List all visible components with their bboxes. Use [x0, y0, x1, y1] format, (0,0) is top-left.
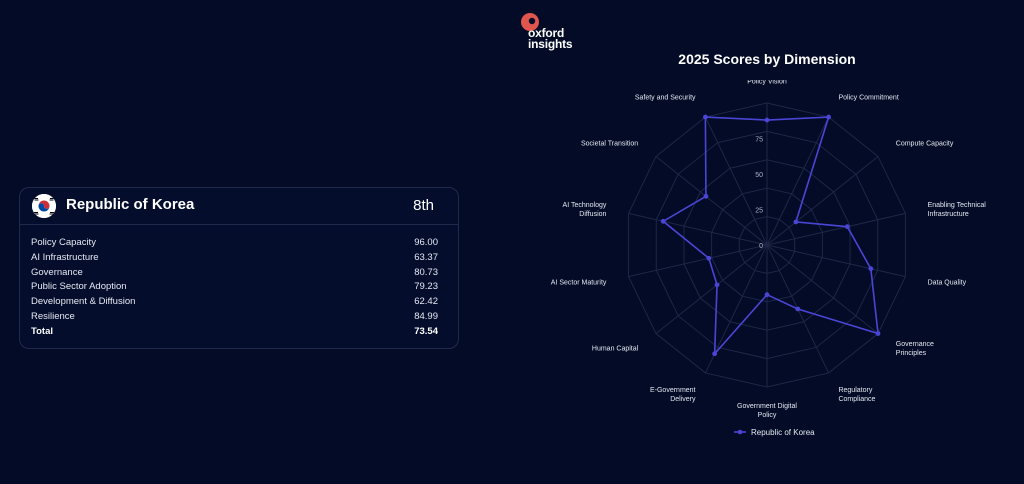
pillar-label: Resilience: [31, 310, 75, 322]
pillar-value: 63.37: [414, 251, 438, 263]
radar-point: [706, 255, 712, 261]
radar-axis-label: Government Digital Policy: [737, 403, 797, 419]
radar-spoke: [655, 244, 768, 334]
radar-spoke: [766, 244, 906, 278]
pillar-value: 80.73: [414, 266, 438, 278]
country-rank: 8th: [413, 197, 434, 214]
logo-wordmark: oxford insights: [528, 26, 573, 51]
radar-point: [826, 114, 832, 120]
legend-swatch-marker: [737, 429, 743, 435]
radar-spoke: [628, 244, 768, 278]
radar-axis-label: E-Government Delivery: [650, 387, 696, 403]
radar-tick-label: 0: [759, 243, 763, 250]
pillar-label: Governance: [31, 266, 83, 278]
radar-axis-label: Safety and Security: [635, 95, 696, 102]
radar-axis-label: Policy Vision: [747, 80, 787, 85]
radar-point: [795, 306, 801, 312]
pillar-row: Policy Capacity 96.00: [31, 236, 438, 251]
radar-point: [702, 114, 708, 120]
radar-spoke: [628, 212, 768, 246]
korea-flag-icon: [32, 194, 56, 218]
oxford-insights-logo: oxford insights: [512, 8, 592, 56]
radar-spoke: [766, 116, 830, 246]
country-name: Republic of Korea: [66, 196, 195, 213]
radar-point: [712, 351, 718, 357]
radar-axis-label: Data Quality: [928, 280, 967, 287]
chart-title: 2025 Scores by Dimension: [678, 51, 856, 67]
radar-spoke: [766, 156, 879, 246]
pillar-label: Development & Diffusion: [31, 296, 136, 308]
radar-spoke: [766, 212, 906, 246]
radar-tick-label: 50: [755, 172, 763, 179]
logo-line-2: insights: [528, 37, 573, 51]
pillar-label: Policy Capacity: [31, 237, 96, 248]
pillar-value: 84.99: [414, 310, 438, 322]
pillar-value: 62.42: [414, 296, 438, 308]
radar-axis-label: AI Sector Maturity: [551, 280, 607, 287]
radar-point: [703, 193, 709, 199]
radar-chart: 0 25 50 75 Policy Vision Policy Commitment Com…: [551, 80, 987, 437]
radar-axis-label: Human Capital: [592, 346, 639, 353]
pillar-row: Governance 80.73: [31, 266, 438, 281]
radar-axis-label: Governance Principles: [896, 341, 934, 357]
country-score-card: Republic of Korea 8th Policy Capacity 96.…: [19, 187, 459, 349]
radar-point: [660, 218, 666, 224]
pillar-label: AI Infrastructure: [31, 251, 99, 263]
pillar-score-list: Policy Capacity 96.00 AI Infrastructure 63…: [31, 236, 438, 340]
radar-axis-label: Regulatory Compliance: [838, 387, 875, 403]
radar-tick-label: 75: [755, 137, 763, 144]
radar-spoke: [704, 116, 768, 246]
logo-mark-icon: [521, 13, 539, 31]
legend-label: Republic of Korea: [751, 428, 815, 437]
pillar-label: Public Sector Adoption: [31, 281, 127, 293]
radar-axis-label: AI Technology Diffusion: [563, 202, 607, 218]
logo-line-1: oxford: [528, 26, 565, 40]
pillar-row: Development & Diffusion 62.42: [31, 295, 438, 310]
radar-point: [764, 117, 770, 123]
radar-tick-label: 25: [755, 208, 763, 215]
pillar-row: Public Sector Adoption 79.23: [31, 280, 438, 295]
radar-point: [793, 219, 799, 225]
radar-axis-label: Compute Capacity: [896, 140, 954, 147]
total-value: 73.54: [414, 325, 438, 337]
radar-point: [868, 266, 874, 272]
radar-spoke: [655, 156, 768, 246]
radar-axis-label: Societal Transition: [581, 140, 638, 147]
radar-point: [875, 331, 881, 336]
radar-axis-label: Enabling Technical Infrastructure: [928, 202, 987, 218]
radar-point: [844, 224, 850, 230]
pillar-row: AI Infrastructure 63.37: [31, 251, 438, 266]
radar-point: [714, 282, 720, 288]
total-label: Total: [31, 325, 53, 337]
radar-axis-label: Policy Commitment: [838, 95, 898, 102]
pillar-row: Resilience 84.99: [31, 310, 438, 325]
radar-series-line: [661, 116, 879, 356]
pillar-value: 79.23: [414, 281, 438, 293]
radar-point: [764, 292, 770, 298]
pillar-value: 96.00: [414, 237, 438, 248]
card-header: Republic of Korea 8th: [20, 188, 458, 225]
total-row: Total 73.54: [31, 325, 438, 340]
radar-spoke: [766, 244, 879, 334]
